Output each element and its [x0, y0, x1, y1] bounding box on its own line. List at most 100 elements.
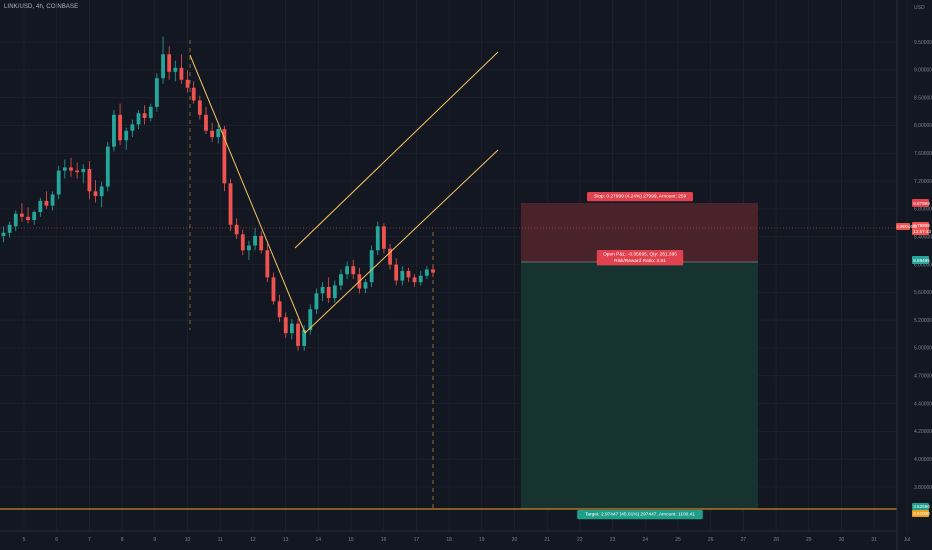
target-label-box — [577, 510, 703, 520]
price-tick-label: 5.00000 — [914, 346, 932, 352]
stop-label-text: Stop: 0.27999 (4.24%) 27999, Amount: 259 — [594, 194, 687, 200]
candle-body — [296, 323, 300, 346]
candle-body — [197, 100, 202, 115]
time-tick-label: 22 — [577, 537, 583, 543]
time-tick-label: 24 — [643, 537, 649, 543]
candle-body — [105, 146, 110, 187]
time-tick-label: 10 — [185, 537, 191, 543]
price-tag-box — [912, 199, 929, 207]
candle-body — [87, 169, 92, 192]
price-tick-label: 5.60000 — [914, 290, 932, 296]
candle-body — [424, 269, 429, 276]
candle-body — [93, 191, 98, 197]
symbol-title: LINK/USD, 4h, COINBASE — [4, 4, 79, 10]
time-tick-label: 11 — [218, 537, 223, 543]
candle-body — [38, 200, 43, 213]
price-tick-label: 9.50000 — [914, 40, 932, 46]
candle-body — [20, 213, 24, 217]
candle-body — [253, 235, 257, 246]
open-pnl-label-text: Open P&L: -0.05695, Qty: 261.395 — [603, 252, 677, 258]
candle-body — [154, 78, 159, 107]
time-tick-label: 25 — [675, 537, 681, 543]
candle-body — [124, 130, 129, 141]
candle-body — [240, 234, 245, 251]
candle-body — [62, 167, 67, 171]
candle-body — [26, 216, 30, 221]
candle-body — [375, 226, 380, 251]
candle-body — [302, 329, 307, 346]
candle-body — [173, 67, 178, 72]
price-tag-text: LINKUSD — [897, 224, 918, 229]
price-tag-box — [896, 223, 910, 230]
candle-body — [363, 282, 368, 289]
time-tick-label: 5 — [23, 537, 26, 543]
price-tick-label: 7.20000 — [914, 179, 932, 185]
candle-body — [75, 170, 80, 173]
candle-body — [271, 277, 276, 302]
price-tick-label: 6.40000 — [914, 234, 932, 240]
price-tag-text: 3.61000 — [913, 511, 930, 516]
candle-body — [388, 248, 392, 265]
position-zones — [0, 203, 897, 510]
price-tag-box — [912, 222, 929, 235]
price-tick-label: 4.20000 — [914, 429, 932, 435]
candle-body — [351, 266, 356, 275]
price-tag-box — [912, 510, 929, 517]
time-tick-label: Jul — [904, 537, 910, 543]
price-tick-label: 7.60000 — [914, 151, 932, 157]
stop-label-box — [587, 192, 693, 202]
price-tag-text: 6.79999 — [913, 223, 930, 228]
candle-body — [191, 87, 196, 101]
time-tick-label: 6 — [55, 537, 58, 543]
time-tick-label: 28 — [773, 537, 779, 543]
time-tick-label: 9 — [153, 537, 156, 543]
candle-body — [265, 250, 270, 278]
price-tag-box — [912, 503, 929, 510]
candle-body — [13, 213, 18, 227]
candle-body — [179, 67, 184, 80]
candle-body — [314, 293, 319, 310]
candle-body — [99, 186, 104, 197]
time-tick-label: 15 — [348, 537, 354, 543]
open-pnl-label-box — [596, 250, 684, 266]
price-tag-box — [912, 256, 929, 264]
time-tick-label: 14 — [316, 537, 322, 543]
candle-body — [50, 194, 55, 206]
candle-body — [228, 183, 233, 225]
time-tick-label: 27 — [741, 537, 747, 543]
candle-body — [81, 169, 86, 173]
price-tick-label: 4.40000 — [914, 401, 932, 407]
candle-body — [431, 269, 435, 273]
price-tick-label: 8.00000 — [914, 123, 932, 129]
price-tick-label: 5.20000 — [914, 318, 932, 324]
candle-body — [142, 113, 147, 119]
candle-body — [369, 250, 374, 283]
candle-body — [332, 285, 337, 299]
candle-body — [320, 286, 325, 294]
channel-lower-line[interactable] — [304, 149, 499, 334]
price-channel[interactable] — [189, 51, 499, 334]
candle-body — [69, 167, 73, 171]
candle-body — [308, 309, 313, 330]
candle-body — [56, 170, 61, 195]
time-tick-label: 26 — [708, 537, 714, 543]
currency-label: USD — [914, 5, 925, 11]
price-tick-label: 8.50000 — [914, 95, 932, 101]
price-axis[interactable]: 9.50000 9.00000 8.50000 8.00000 7.60000 7.200… — [896, 0, 932, 550]
candle-body — [161, 54, 165, 79]
downtrend-line[interactable] — [189, 54, 306, 334]
time-tick-label: 12 — [250, 537, 256, 543]
open-pnl-label-text: Risk/Reward Ratio: 3.51 — [614, 258, 666, 264]
time-tick-label: 8 — [121, 537, 124, 543]
candle-body — [216, 129, 221, 138]
candle-body — [345, 266, 350, 275]
candle-body — [247, 245, 251, 251]
channel-upper-line[interactable] — [294, 51, 499, 249]
candle-body — [277, 301, 282, 318]
candle-body — [382, 226, 386, 249]
time-tick-label: 17 — [414, 537, 420, 543]
price-tag-text: 6.87999 — [913, 201, 930, 206]
candle-body — [32, 212, 37, 221]
time-axis[interactable]: 5 6 7 8 9 10 11 12 13 14 15 16 17 18 19 20 21 22 23 24 25 26 2… — [0, 530, 910, 543]
